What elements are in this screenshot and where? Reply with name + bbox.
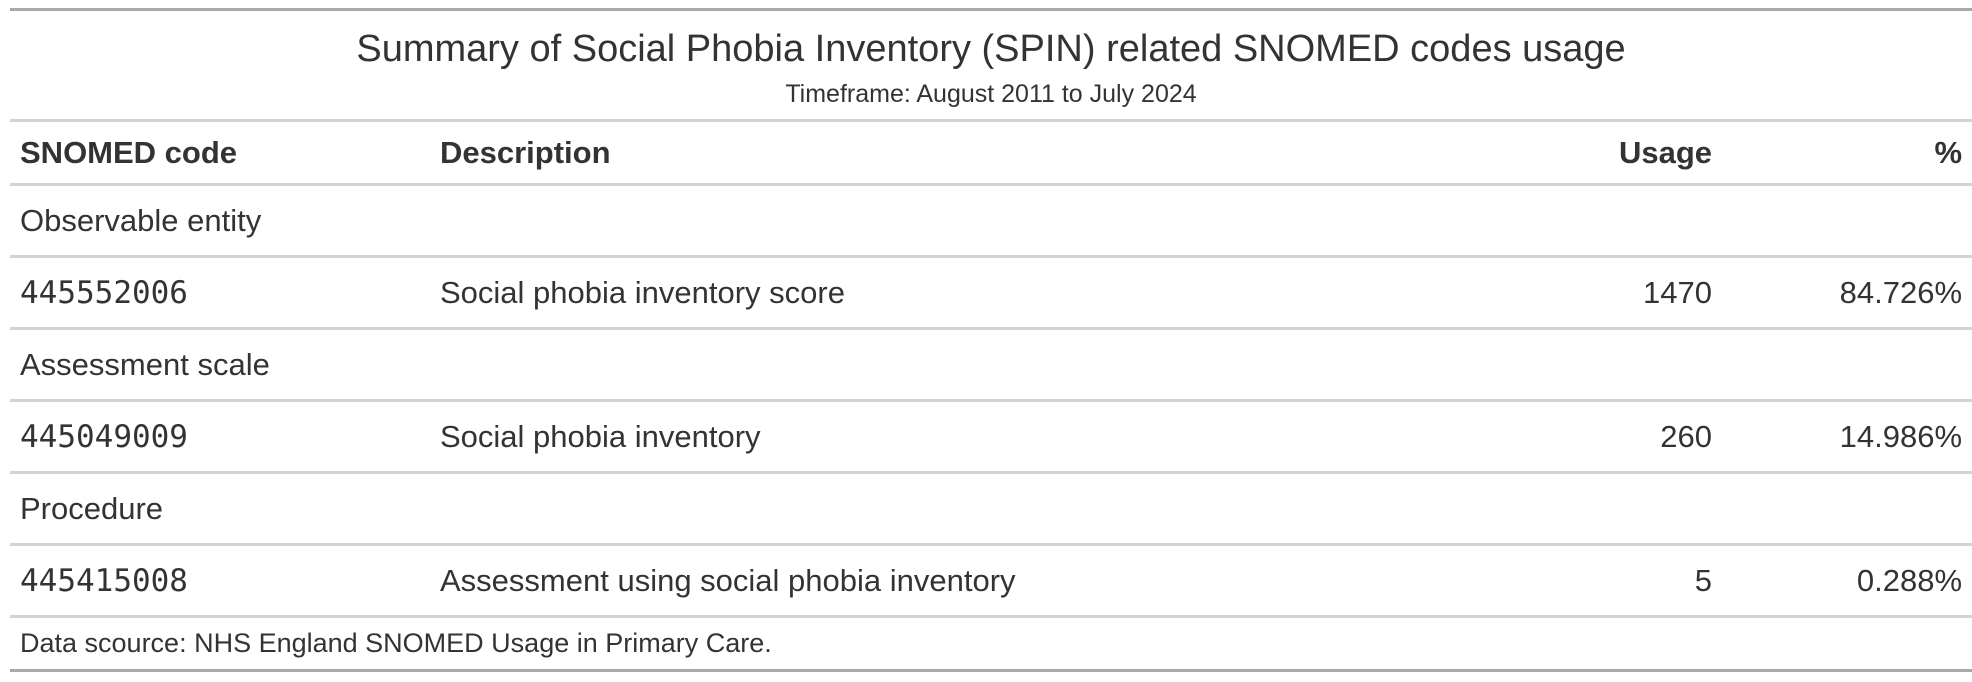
description-cell: Social phobia inventory [430,400,1490,474]
usage-cell: 1470 [1490,256,1722,330]
summary-table: Summary of Social Phobia Inventory (SPIN… [10,8,1972,672]
usage-cell: 5 [1490,544,1722,618]
group-label: Procedure [10,472,1972,546]
column-header-percent: % [1722,120,1972,186]
percent-cell: 14.986% [1722,400,1972,474]
table-heading: Summary of Social Phobia Inventory (SPIN… [10,9,1972,122]
source-note: Data scource: NHS England SNOMED Usage i… [20,628,772,658]
percent-cell: 0.288% [1722,544,1972,618]
percent-cell: 84.726% [1722,256,1972,330]
snomed-code-cell: 445049009 [10,400,430,474]
table-subtitle: Timeframe: August 2011 to July 2024 [785,80,1197,108]
group-row-observable-entity: Observable entity [10,184,1972,258]
source-note-row: Data scource: NHS England SNOMED Usage i… [10,617,1972,671]
heading-cell: Summary of Social Phobia Inventory (SPIN… [10,9,1972,122]
column-header-usage: Usage [1490,120,1722,186]
column-header-row: SNOMED code Description Usage % [10,120,1972,186]
column-header-code: SNOMED code [10,120,430,186]
table-row: 445049009 Social phobia inventory 260 14… [10,400,1972,474]
description-cell: Assessment using social phobia inventory [430,544,1490,618]
group-label: Assessment scale [10,328,1972,402]
snomed-code-cell: 445552006 [10,256,430,330]
table-row: 445552006 Social phobia inventory score … [10,256,1972,330]
summary-table-container: Summary of Social Phobia Inventory (SPIN… [10,8,1972,672]
table-row: 445415008 Assessment using social phobia… [10,544,1972,618]
group-row-procedure: Procedure [10,472,1972,546]
description-cell: Social phobia inventory score [430,256,1490,330]
table-title: Summary of Social Phobia Inventory (SPIN… [356,28,1626,70]
usage-cell: 260 [1490,400,1722,474]
column-header-description: Description [430,120,1490,186]
snomed-code-cell: 445415008 [10,544,430,618]
group-label: Observable entity [10,184,1972,258]
group-row-assessment-scale: Assessment scale [10,328,1972,402]
